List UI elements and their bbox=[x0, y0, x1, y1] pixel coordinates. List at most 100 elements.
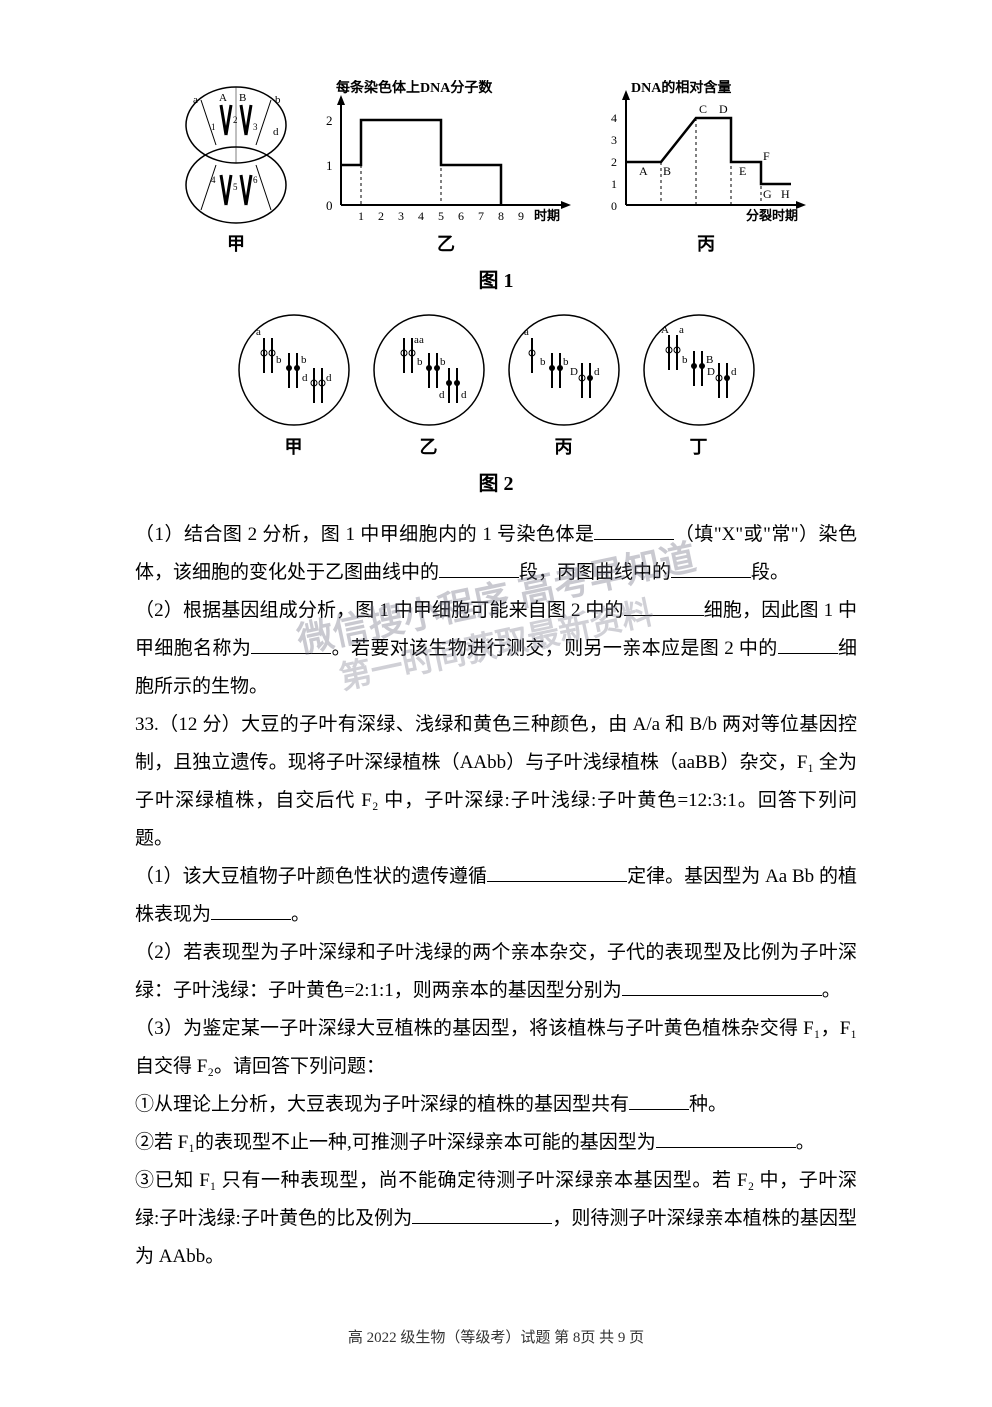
svg-text:B: B bbox=[706, 354, 713, 366]
svg-text:b: b bbox=[417, 356, 423, 368]
svg-text:3: 3 bbox=[253, 122, 258, 132]
svg-text:H: H bbox=[781, 187, 790, 201]
q1-text4: 段。 bbox=[751, 562, 789, 583]
fig2-jia-label: 甲 bbox=[285, 433, 303, 459]
blank-q33-3-3 bbox=[412, 1205, 552, 1224]
figure1-chart-yi: 每条染色体上DNA分子数 0 1 2 1 2 3 4 5 6 bbox=[316, 80, 576, 256]
q33-3-1-text1: ①从理论上分析，大豆表现为子叶深绿的植株的基因型共有 bbox=[135, 1094, 629, 1115]
svg-text:2: 2 bbox=[326, 113, 333, 128]
svg-text:b: b bbox=[563, 356, 569, 368]
svg-text:A: A bbox=[661, 324, 669, 336]
svg-text:5: 5 bbox=[438, 209, 444, 223]
question-1: （1）结合图 2 分析，图 1 中甲细胞内的 1 号染色体是（填"X"或"常"）… bbox=[135, 516, 857, 592]
blank-q33-2-1 bbox=[622, 977, 762, 996]
svg-text:4: 4 bbox=[418, 209, 424, 223]
svg-text:1: 1 bbox=[611, 177, 617, 191]
svg-text:F: F bbox=[763, 149, 770, 163]
figure2-cell-bing: a b b D d 丙 bbox=[504, 313, 624, 459]
blank-q33-2-2 bbox=[762, 977, 822, 996]
q2-text1: （2）根据基因组成分析，图 1 中甲细胞可能来自图 2 中的 bbox=[135, 600, 624, 621]
fig2-bing-label: 丙 bbox=[555, 433, 573, 459]
blank-q1-1 bbox=[594, 521, 674, 540]
q33-2-text2: 。 bbox=[822, 980, 841, 1001]
figure1-yi-label: 乙 bbox=[437, 230, 455, 256]
q33-3-1-text2: 种。 bbox=[689, 1094, 727, 1115]
figure-1-row: a A B b d 1 2 3 4 5 6 甲 每条染色体上DNA分子数 bbox=[135, 80, 857, 256]
chart-yi-svg: 每条染色体上DNA分子数 0 1 2 1 2 3 4 5 6 bbox=[316, 80, 576, 225]
fig2-yi-svg: a a b b d d bbox=[369, 313, 489, 428]
fig2-jia-svg: a b b d d bbox=[234, 313, 354, 428]
svg-text:A: A bbox=[639, 164, 648, 178]
svg-text:4: 4 bbox=[211, 175, 216, 185]
svg-text:d: d bbox=[273, 126, 279, 138]
figure-1-container: a A B b d 1 2 3 4 5 6 甲 每条染色体上DNA分子数 bbox=[135, 80, 857, 293]
fig2-bing-svg: a b b D d bbox=[504, 313, 624, 428]
svg-text:a: a bbox=[679, 324, 684, 336]
figure-2-container: a b b d d 甲 bbox=[135, 313, 857, 496]
svg-text:D: D bbox=[570, 366, 578, 378]
svg-text:a: a bbox=[193, 94, 198, 106]
svg-text:9: 9 bbox=[518, 209, 524, 223]
svg-text:G: G bbox=[763, 187, 772, 201]
figure-2-row: a b b d d 甲 bbox=[135, 313, 857, 459]
svg-text:7: 7 bbox=[478, 209, 484, 223]
svg-text:a: a bbox=[419, 334, 424, 346]
svg-text:b: b bbox=[682, 354, 688, 366]
chart-bing-svg: DNA的相对含量 0 1 2 3 4 bbox=[601, 80, 811, 225]
question-33-3-intro: （3）为鉴定某一子叶深绿大豆植株的基因型，将该植株与子叶黄色植株杂交得 F₁，F… bbox=[135, 1010, 857, 1086]
blank-q33-1-1 bbox=[487, 863, 627, 882]
blank-q33-1-2 bbox=[211, 901, 291, 920]
figure1-bing-label: 丙 bbox=[697, 230, 715, 256]
svg-text:b: b bbox=[540, 356, 546, 368]
question-33-3-3: ③已知 F₁ 只有一种表现型，尚不能确定待测子叶深绿亲本基因型。若 F₂ 中，子… bbox=[135, 1162, 857, 1276]
svg-text:每条染色体上DNA分子数: 每条染色体上DNA分子数 bbox=[336, 80, 493, 96]
question-text-block: （1）结合图 2 分析，图 1 中甲细胞内的 1 号染色体是（填"X"或"常"）… bbox=[135, 516, 857, 1276]
q33-1-text1: （1）该大豆植物子叶颜色性状的遗传遵循 bbox=[135, 866, 487, 887]
question-33-intro: 33.（12 分）大豆的子叶有深绿、浅绿和黄色三种颜色，由 A/a 和 B/b … bbox=[135, 706, 857, 858]
question-33-3-1: ①从理论上分析，大豆表现为子叶深绿的植株的基因型共有 种。 bbox=[135, 1086, 857, 1124]
figure2-cell-ding: A a b B D d 丁 bbox=[639, 313, 759, 459]
figure2-cell-jia: a b b d d 甲 bbox=[234, 313, 354, 459]
svg-text:时期: 时期 bbox=[534, 208, 560, 223]
figure1-chart-bing: DNA的相对含量 0 1 2 3 4 bbox=[601, 80, 811, 256]
svg-text:2: 2 bbox=[233, 115, 238, 125]
page-footer: 高 2022 级生物（等级考）试题 第 8页 共 9 页 bbox=[135, 1326, 857, 1347]
svg-text:d: d bbox=[439, 389, 445, 401]
svg-text:8: 8 bbox=[498, 209, 504, 223]
fig2-ding-label: 丁 bbox=[690, 433, 708, 459]
svg-text:d: d bbox=[594, 366, 600, 378]
svg-text:4: 4 bbox=[611, 111, 617, 125]
blank-q1-2 bbox=[439, 559, 519, 578]
svg-text:b: b bbox=[301, 354, 307, 366]
q33-1-text3: 。 bbox=[291, 904, 310, 925]
figure2-caption: 图 2 bbox=[135, 467, 857, 496]
svg-text:C: C bbox=[699, 102, 707, 116]
svg-text:2: 2 bbox=[611, 155, 617, 169]
svg-text:b: b bbox=[276, 354, 282, 366]
svg-text:0: 0 bbox=[611, 199, 617, 213]
svg-text:E: E bbox=[739, 164, 746, 178]
question-33-3-2: ②若 F₁的表现型不止一种,可推测子叶深绿亲本可能的基因型为。 bbox=[135, 1124, 857, 1162]
blank-q33-3-2 bbox=[656, 1129, 796, 1148]
svg-text:B: B bbox=[239, 92, 246, 104]
q1-text3: 段，丙图曲线中的 bbox=[519, 562, 671, 583]
question-2: （2）根据基因组成分析，图 1 中甲细胞可能来自图 2 中的细胞，因此图 1 中… bbox=[135, 592, 857, 706]
q1-text1: （1）结合图 2 分析，图 1 中甲细胞内的 1 号染色体是 bbox=[135, 524, 594, 545]
svg-text:d: d bbox=[461, 389, 467, 401]
figure1-jia-label: 甲 bbox=[227, 230, 245, 256]
svg-text:2: 2 bbox=[378, 209, 384, 223]
q2-text3: 。若要对该生物进行测交，则另一亲本应是图 2 中的 bbox=[331, 638, 777, 659]
svg-text:d: d bbox=[302, 372, 308, 384]
cell-jia-svg: a A B b d 1 2 3 4 5 6 bbox=[181, 85, 291, 225]
svg-text:b: b bbox=[275, 94, 281, 106]
svg-text:D: D bbox=[707, 366, 715, 378]
blank-q33-3-1 bbox=[629, 1091, 689, 1110]
q33-3-2-text1: ②若 F₁的表现型不止一种,可推测子叶深绿亲本可能的基因型为 bbox=[135, 1132, 656, 1153]
blank-q2-2 bbox=[251, 635, 331, 654]
figure1-caption: 图 1 bbox=[135, 264, 857, 293]
fig2-ding-svg: A a b B D d bbox=[639, 313, 759, 428]
svg-text:B: B bbox=[663, 164, 671, 178]
svg-text:d: d bbox=[326, 372, 332, 384]
figure1-cell-jia: a A B b d 1 2 3 4 5 6 甲 bbox=[181, 85, 291, 256]
question-33-1: （1）该大豆植物子叶颜色性状的遗传遵循定律。基因型为 Aa Bb 的植株表现为。 bbox=[135, 858, 857, 934]
